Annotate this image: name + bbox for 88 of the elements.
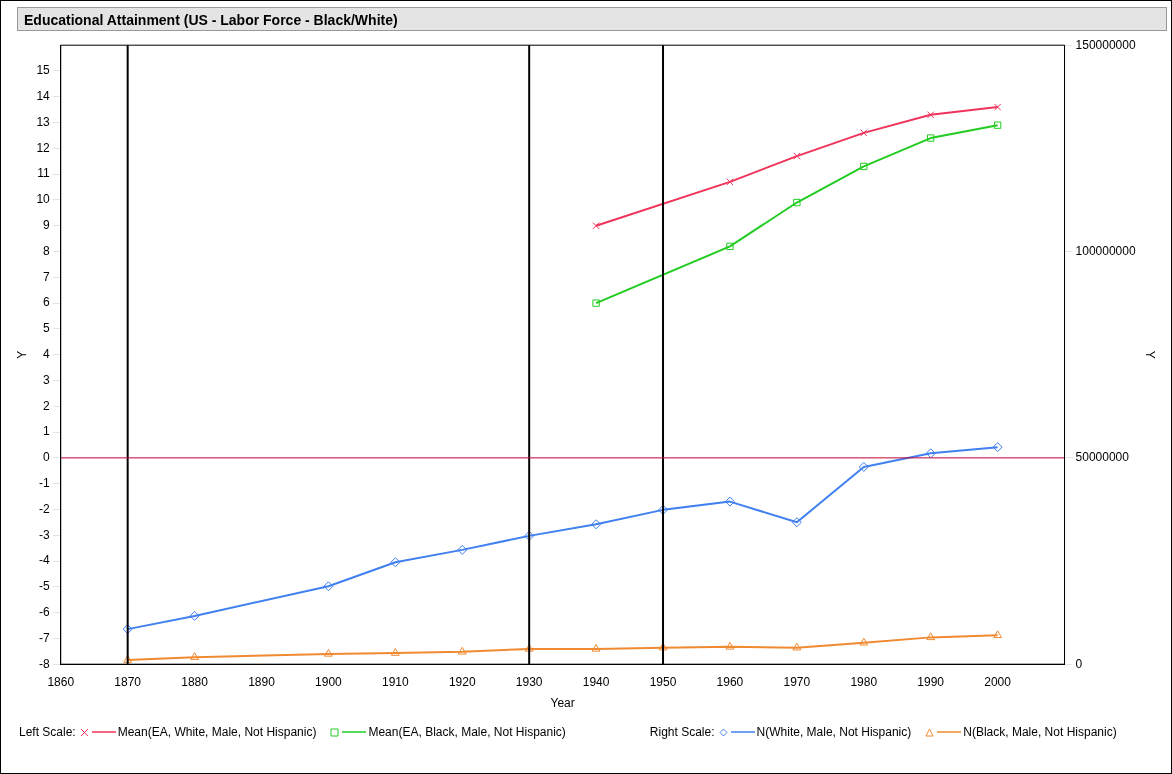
x-tick-label: 1940 [582,674,610,689]
point [927,111,935,119]
point [190,652,199,660]
y-tick-label: 4 [43,347,51,362]
point [591,519,602,530]
point [324,648,333,657]
y-tick-label: 13 [36,114,51,129]
y-tick-label: -7 [39,630,51,645]
y-tick-label: -8 [39,656,51,671]
y2-tick-label: 0 [1075,656,1083,671]
y-tick-label: 3 [43,372,51,387]
legend-label: Mean(EA, White, Male, Not Hispanic) [117,725,317,739]
point [926,632,936,641]
x-tick-label: 1870 [114,674,142,689]
point [993,630,1003,639]
y-tick-label: 6 [43,295,51,310]
y2-tick-label: 100000000 [1075,243,1136,258]
y-tick-label: 2 [43,398,51,413]
y-tick-label: -1 [39,475,51,490]
text: Left Scale: [19,725,76,739]
x-tick-label: 1920 [448,674,476,689]
y-tick-label: 8 [43,243,51,258]
point [122,624,133,635]
y-tick-label: -2 [39,501,51,516]
point [323,581,334,592]
x-tick-label: 1950 [649,674,677,689]
y-tick-label: 12 [36,140,51,155]
point [390,557,401,568]
point [792,642,802,651]
y-tick-label: -5 [39,579,51,594]
y-tick-label: -3 [39,527,51,542]
y-tick-label: -4 [39,553,51,568]
x-tick-label: 1990 [917,674,945,689]
x-tick-label: 1970 [783,674,811,689]
y-tick-label: -6 [39,604,51,619]
y2-tick-label: 50000000 [1075,450,1130,465]
point [993,121,1002,129]
y-axis-title: Y [14,350,29,359]
point [524,530,535,541]
y-tick-label: 1 [43,424,51,439]
legend-label: Mean(EA, Black, Male, Not Hispanic) [368,725,566,739]
x-axis-title: Year [550,696,575,711]
x-tick-label: 1900 [315,674,343,689]
x-tick-label: 1910 [381,674,410,689]
point [189,610,200,621]
point [860,162,868,171]
y-tick-label: 0 [43,450,51,465]
y2-axis-title: Y [1143,350,1158,359]
point [793,152,801,160]
point [993,103,1002,111]
point [592,222,600,230]
x-tick-label: 1860 [47,674,75,689]
x-tick-label: 1930 [515,674,543,689]
point [858,461,869,472]
legend-label: N(Black, Male, Not Hispanic) [963,725,1117,739]
y-tick-label: 7 [43,269,51,284]
point [791,517,802,528]
point [123,655,133,663]
point [726,242,734,251]
point [524,643,534,652]
y-tick-label: 15 [36,63,51,78]
x-tick-label: 1880 [181,674,209,689]
y-tick-label: 14 [36,89,51,104]
x-tick-label: 1890 [248,674,276,689]
point [457,646,467,655]
x-tick-label: 1960 [716,674,744,689]
point [457,544,468,555]
point [726,178,734,186]
point [591,643,601,652]
text: Right Scale: [649,725,715,739]
point [927,134,935,142]
x-tick-label: 1980 [850,674,878,689]
point [992,442,1003,453]
point [390,648,400,656]
y-tick-label: 9 [43,218,51,233]
x-tick-label: 2000 [984,674,1012,689]
y-tick-label: 10 [36,192,51,207]
point [860,129,868,137]
point [592,299,600,307]
y-tick-label: 11 [37,166,51,181]
legend-label: N(White, Male, Not Hispanic) [756,725,912,739]
y2-tick-label: 150000000 [1075,37,1136,52]
point [725,641,735,650]
y-tick-label: 5 [43,321,51,336]
point [793,198,801,207]
point [859,637,869,646]
point [925,448,936,459]
chart-title: Educational Attainment (US - Labor Force - Black/White) [17,7,1167,31]
